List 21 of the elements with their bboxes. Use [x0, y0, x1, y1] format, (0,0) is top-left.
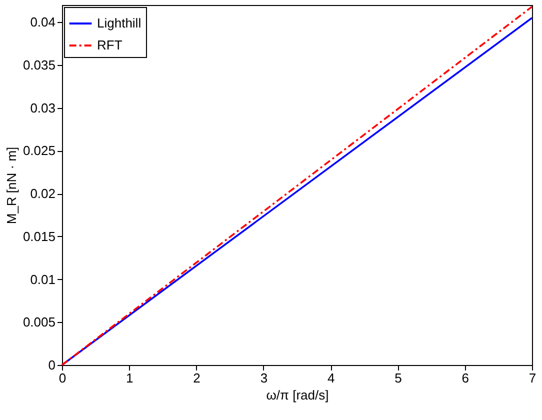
- x-axis-title: ω/π [rad/s]: [266, 388, 329, 402]
- x-tick-label: 1: [126, 370, 134, 386]
- y-tick-label: 0: [48, 358, 56, 372]
- y-tick-label: 0.025: [22, 143, 56, 158]
- x-tick-label: 2: [193, 370, 200, 386]
- y-tick-label: 0.01: [30, 272, 56, 287]
- legend-label: Lighthill: [97, 16, 142, 30]
- x-tick-label: 7: [528, 370, 536, 386]
- y-tick-label: 0.02: [30, 186, 56, 202]
- x-tick-label: 4: [327, 370, 335, 386]
- legend-label: RFT: [97, 38, 122, 52]
- y-tick-label: 0.015: [22, 228, 56, 244]
- x-tick-label: 6: [462, 370, 469, 386]
- y-tick-label: 0.03: [30, 100, 56, 116]
- y-tick-label: 0.035: [22, 58, 56, 72]
- x-tick-label: 5: [394, 370, 402, 386]
- y-tick-label: 0.005: [22, 314, 56, 330]
- y-axis-title: M_R [nN · m]: [4, 146, 19, 224]
- x-tick-label: 0: [58, 370, 66, 386]
- x-tick-label: 3: [260, 370, 268, 386]
- y-tick-label: 0.04: [30, 14, 56, 30]
